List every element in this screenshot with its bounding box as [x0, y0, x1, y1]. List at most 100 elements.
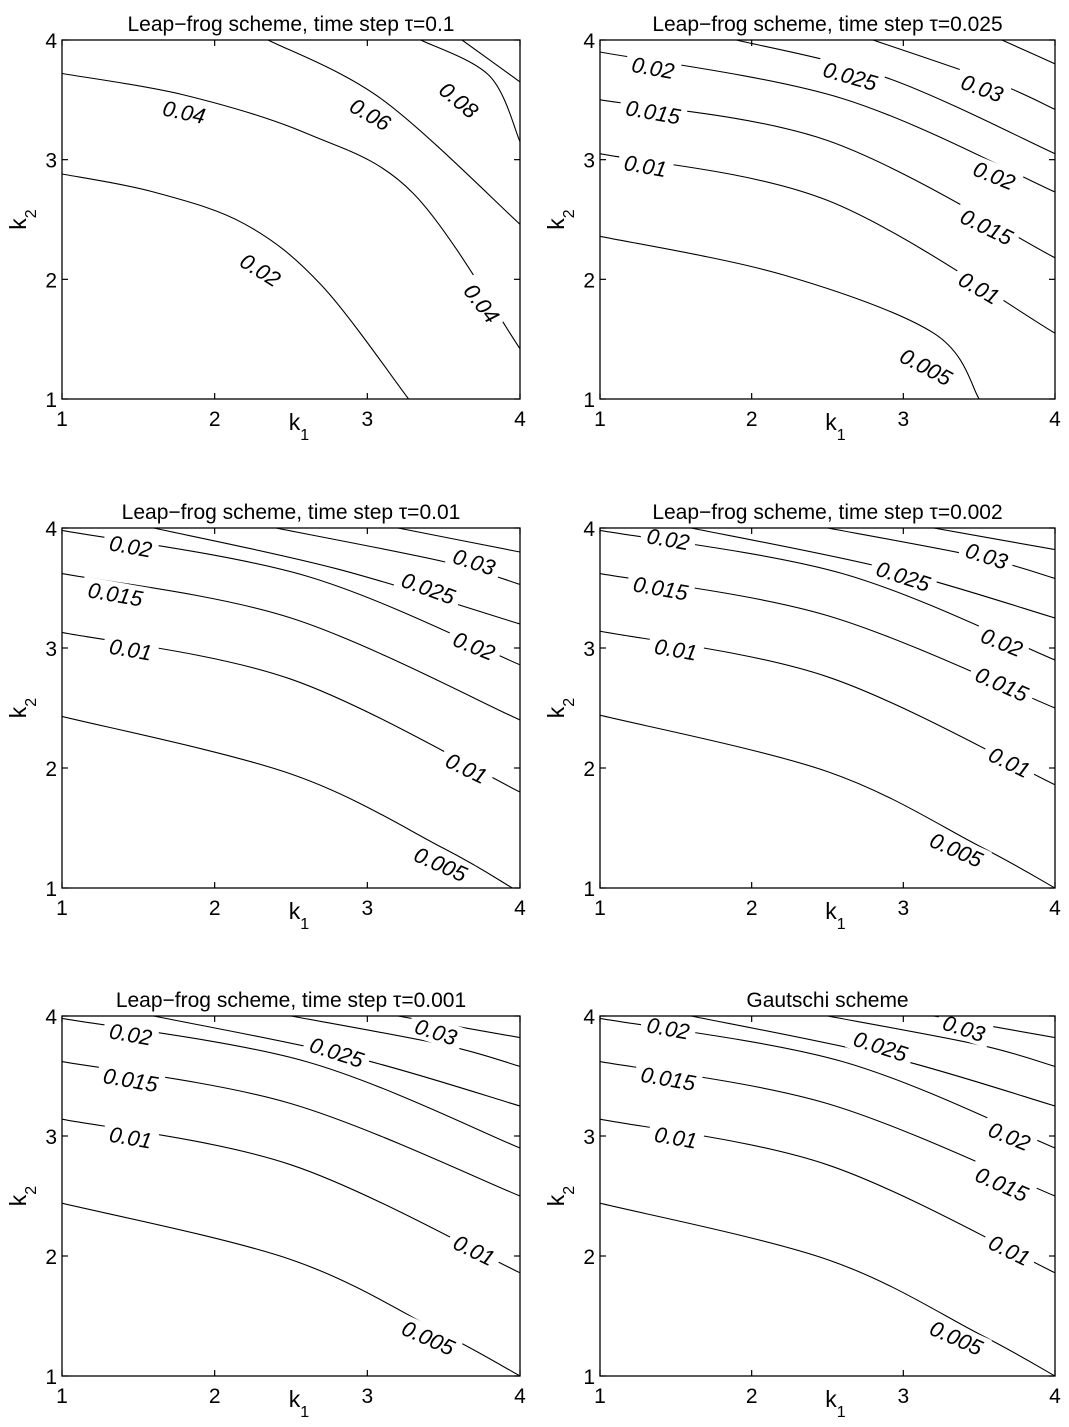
- contour-line: [461, 40, 520, 83]
- subplot-2: Leap−frog scheme, time step τ=0.025 0.005…: [543, 13, 1061, 444]
- contour-label: 0.025: [820, 57, 881, 96]
- x-axis-label: k1: [825, 898, 846, 933]
- chart-title: Leap−frog scheme, time step τ=0.1: [128, 13, 455, 36]
- plot-frame: [599, 527, 1056, 889]
- contour-line: [690, 1016, 1055, 1107]
- contour-label-gap: [979, 1114, 1040, 1158]
- contour-line: [600, 235, 980, 399]
- x-tick-label: 3: [897, 897, 909, 920]
- contour-label-gap: [444, 541, 504, 582]
- y-axis-label: k2: [5, 209, 40, 230]
- x-tick-label: 4: [514, 408, 526, 431]
- x-axis-label: k1: [289, 409, 310, 444]
- contour-label-gap: [301, 1030, 373, 1074]
- contour-label-gap: [639, 522, 698, 556]
- x-tick-label: 3: [361, 897, 373, 920]
- x-tick-label: 1: [594, 897, 606, 920]
- contour-label-gap: [340, 90, 401, 139]
- contour-label: 0.005: [896, 343, 957, 391]
- y-tick-label: 4: [583, 30, 595, 53]
- contour-label: 0.02: [645, 1012, 692, 1044]
- contour-label: 0.02: [449, 626, 498, 665]
- contour-label: 0.03: [412, 1014, 461, 1051]
- contour-label: 0.025: [850, 1026, 911, 1067]
- contour-label: 0.015: [631, 571, 690, 605]
- y-tick-label: 2: [45, 1246, 57, 1269]
- chart-title: Leap−frog scheme, time step τ=0.002: [652, 501, 1002, 524]
- contour-label-gap: [101, 1017, 160, 1051]
- y-axis-label: k2: [5, 698, 40, 719]
- contour-label-gap: [230, 245, 291, 295]
- x-tick-label: 4: [1049, 408, 1061, 431]
- contour-label-gap: [949, 263, 1009, 312]
- x-tick-label: 1: [594, 1385, 606, 1408]
- plot-frame: [61, 1015, 521, 1377]
- chart-title: Gautschi scheme: [746, 989, 908, 1012]
- y-tick-label: 3: [45, 150, 57, 173]
- contour-line: [62, 1202, 520, 1376]
- y-tick-label: 3: [45, 638, 57, 661]
- contour-label-gap: [956, 535, 1017, 576]
- y-tick-label: 2: [583, 758, 595, 781]
- contour-label-gap: [616, 149, 675, 183]
- contour-label: 0.015: [101, 1063, 160, 1097]
- x-tick-label: 4: [514, 897, 526, 920]
- contour-label: 0.02: [630, 52, 677, 84]
- contour-label-gap: [951, 201, 1023, 253]
- contour-label-gap: [101, 1120, 160, 1154]
- x-tick-label: 2: [209, 1385, 221, 1408]
- y-tick-label: 2: [45, 758, 57, 781]
- contour-line: [62, 715, 513, 888]
- x-tick-label: 1: [56, 897, 68, 920]
- y-tick-label: 3: [583, 638, 595, 661]
- x-tick-label: 3: [361, 1385, 373, 1408]
- contour-label: 0.04: [160, 96, 207, 129]
- plot-frame: [599, 1015, 1056, 1377]
- contour-line: [933, 528, 1055, 551]
- plot-frame: [599, 39, 1056, 400]
- contour-line: [600, 1202, 1055, 1376]
- contour-line: [827, 1016, 1055, 1067]
- x-axis-label: k1: [825, 1386, 846, 1421]
- y-tick-label: 4: [45, 518, 57, 541]
- contour-label: 0.03: [958, 69, 1008, 107]
- x-tick-label: 3: [361, 408, 373, 431]
- x-tick-label: 2: [209, 408, 221, 431]
- y-tick-label: 1: [583, 389, 595, 412]
- y-tick-label: 3: [583, 1126, 595, 1149]
- y-tick-label: 4: [583, 518, 595, 541]
- contour-label-gap: [639, 1011, 698, 1045]
- x-tick-label: 2: [746, 1385, 758, 1408]
- contour-label-gap: [966, 1159, 1038, 1209]
- y-tick-label: 4: [583, 1006, 595, 1029]
- contour-label: 0.025: [398, 567, 459, 610]
- x-tick-label: 4: [514, 1385, 526, 1408]
- y-tick-label: 3: [45, 1126, 57, 1149]
- contour-label-gap: [624, 50, 683, 85]
- contour-label-gap: [845, 1024, 917, 1068]
- y-tick-label: 2: [45, 269, 57, 292]
- contour-label: 0.02: [107, 1018, 154, 1050]
- contour-label: 0.025: [307, 1032, 368, 1073]
- contour-label-gap: [646, 632, 705, 666]
- contour-label-gap: [979, 739, 1040, 785]
- x-tick-label: 4: [1049, 1385, 1061, 1408]
- contour-label: 0.015: [956, 204, 1017, 251]
- contour-line: [62, 173, 410, 399]
- contour-label: 0.01: [652, 1122, 699, 1154]
- subplot-5: Leap−frog scheme, time step τ=0.001 0.005…: [5, 989, 526, 1421]
- y-tick-label: 1: [45, 389, 57, 412]
- contour-label-gap: [920, 825, 992, 875]
- contour-label-gap: [444, 624, 505, 667]
- y-tick-label: 1: [45, 878, 57, 901]
- contour-label-gap: [964, 153, 1025, 197]
- contour-label-gap: [618, 94, 689, 130]
- contour-label-gap: [154, 94, 214, 130]
- x-tick-label: 1: [56, 1385, 68, 1408]
- y-tick-label: 1: [45, 1366, 57, 1389]
- contour-label-gap: [966, 659, 1038, 709]
- contour-label: 0.015: [971, 1162, 1032, 1208]
- contour-line: [62, 72, 520, 350]
- x-axis-label: k1: [825, 409, 846, 444]
- contour-label-gap: [95, 1061, 166, 1098]
